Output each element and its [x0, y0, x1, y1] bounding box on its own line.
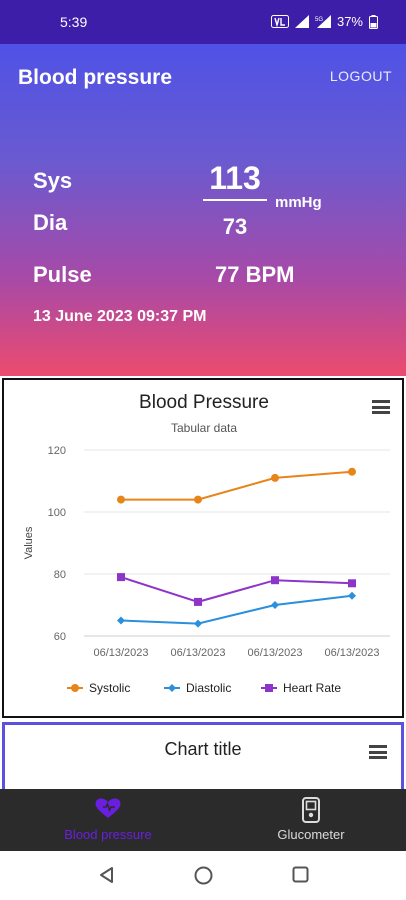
chart2-title: Chart title [164, 739, 242, 759]
signal-5g-icon: 5G [315, 15, 331, 28]
pulse-value: 77 BPM [215, 262, 295, 287]
status-bar: 5:39 5G 37% [0, 0, 406, 44]
data-point [348, 467, 356, 476]
dia-value: 73 [222, 214, 248, 239]
battery-percent: 37% [336, 14, 363, 29]
second-chart-card: Chart title [2, 722, 404, 790]
data-point [271, 473, 279, 482]
logout-button[interactable]: LOGOUT [329, 68, 392, 84]
status-icons: 5G 37% [270, 14, 378, 29]
nav-label-blood-pressure: Blood pressure [64, 827, 152, 842]
volte-icon [270, 15, 289, 28]
series-line-systolic [121, 470, 353, 501]
y-axis-label: Values [23, 526, 35, 559]
data-point [194, 597, 202, 606]
data-point [271, 576, 279, 585]
pulse-label: Pulse [33, 262, 92, 287]
bp-unit: mmHg [275, 194, 322, 211]
data-point [117, 495, 125, 504]
y-tick-label: 60 [54, 631, 66, 643]
chart-subtitle: Tabular data [170, 421, 238, 435]
x-tick-label: 06/13/2023 [93, 647, 148, 659]
y-tick-label: 80 [54, 569, 66, 581]
data-point [117, 573, 125, 582]
back-icon[interactable] [98, 866, 116, 884]
series-line-diastolic [120, 594, 353, 625]
x-tick-label: 06/13/2023 [247, 647, 302, 659]
series-line-heart-rate [120, 576, 353, 603]
reading-header: Blood pressure LOGOUT Sys 113 mmHg Dia 7… [0, 44, 406, 376]
signal-icon [294, 15, 309, 28]
y-tick-label: 100 [48, 507, 66, 519]
nav-item-blood-pressure[interactable]: Blood pressure [0, 789, 216, 851]
legend-marker [71, 684, 79, 692]
x-tick-label: 06/13/2023 [324, 647, 379, 659]
recents-icon[interactable] [292, 866, 309, 883]
sys-value: 113 [209, 160, 261, 196]
chart2-menu-icon[interactable] [369, 745, 387, 759]
svg-text:5G: 5G [315, 17, 323, 23]
legend-label: Diastolic [186, 681, 231, 695]
page-title: Blood pressure [18, 66, 173, 89]
bottom-nav: Blood pressure Glucometer [0, 789, 406, 851]
bp-chart-card: 60 80 100 120 Values 06/13/2023 06/13/2023 06/1… [2, 378, 404, 718]
nav-label-glucometer: Glucometer [277, 827, 345, 842]
nav-item-glucometer[interactable]: Glucometer [216, 789, 406, 851]
y-tick-label: 120 [48, 445, 66, 457]
data-point [348, 579, 356, 588]
sys-label: Sys [33, 168, 73, 193]
data-point [271, 601, 279, 609]
reading-datetime: 13 June 2023 09:37 PM [33, 308, 207, 325]
data-point [348, 591, 356, 600]
bp-chart: 60 80 100 120 Values 06/13/2023 06/13/2023 06/1… [23, 445, 390, 695]
legend-marker [265, 684, 273, 692]
legend-marker [168, 684, 176, 692]
data-point [194, 619, 202, 628]
x-tick-label: 06/13/2023 [170, 647, 225, 659]
chart-menu-icon[interactable] [372, 400, 390, 414]
bp-divider [203, 199, 267, 201]
chart-title: Blood Pressure [139, 392, 269, 413]
data-point [117, 616, 125, 625]
heart-pulse-icon [95, 798, 121, 818]
status-time: 5:39 [60, 14, 88, 30]
legend-label: Heart Rate [283, 681, 341, 695]
glucometer-icon [302, 797, 320, 823]
battery-icon [369, 14, 378, 29]
dia-label: Dia [33, 210, 68, 235]
legend-label: Systolic [89, 681, 130, 695]
data-point [194, 495, 202, 504]
system-nav-bar [0, 851, 406, 900]
home-icon[interactable] [194, 866, 213, 885]
